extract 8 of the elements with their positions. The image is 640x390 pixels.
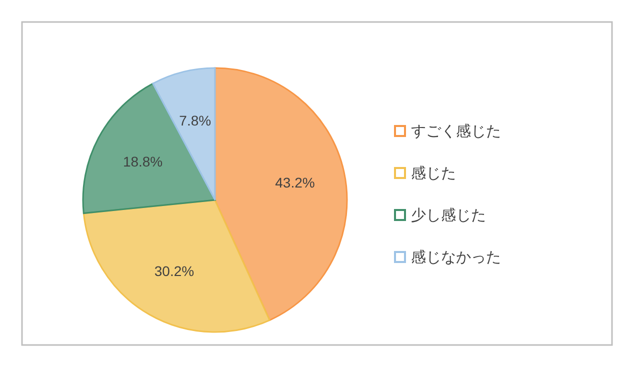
legend-label: 少し感じた xyxy=(411,207,486,224)
data-label: 7.8% xyxy=(179,112,212,129)
data-label: 18.8% xyxy=(122,153,163,170)
legend-label: 感じなかった xyxy=(411,249,501,266)
legend-label: すごく感じた xyxy=(411,123,501,140)
legend-label: 感じた xyxy=(411,165,456,182)
data-label: 30.2% xyxy=(154,262,194,279)
data-label: 43.2% xyxy=(275,174,315,191)
